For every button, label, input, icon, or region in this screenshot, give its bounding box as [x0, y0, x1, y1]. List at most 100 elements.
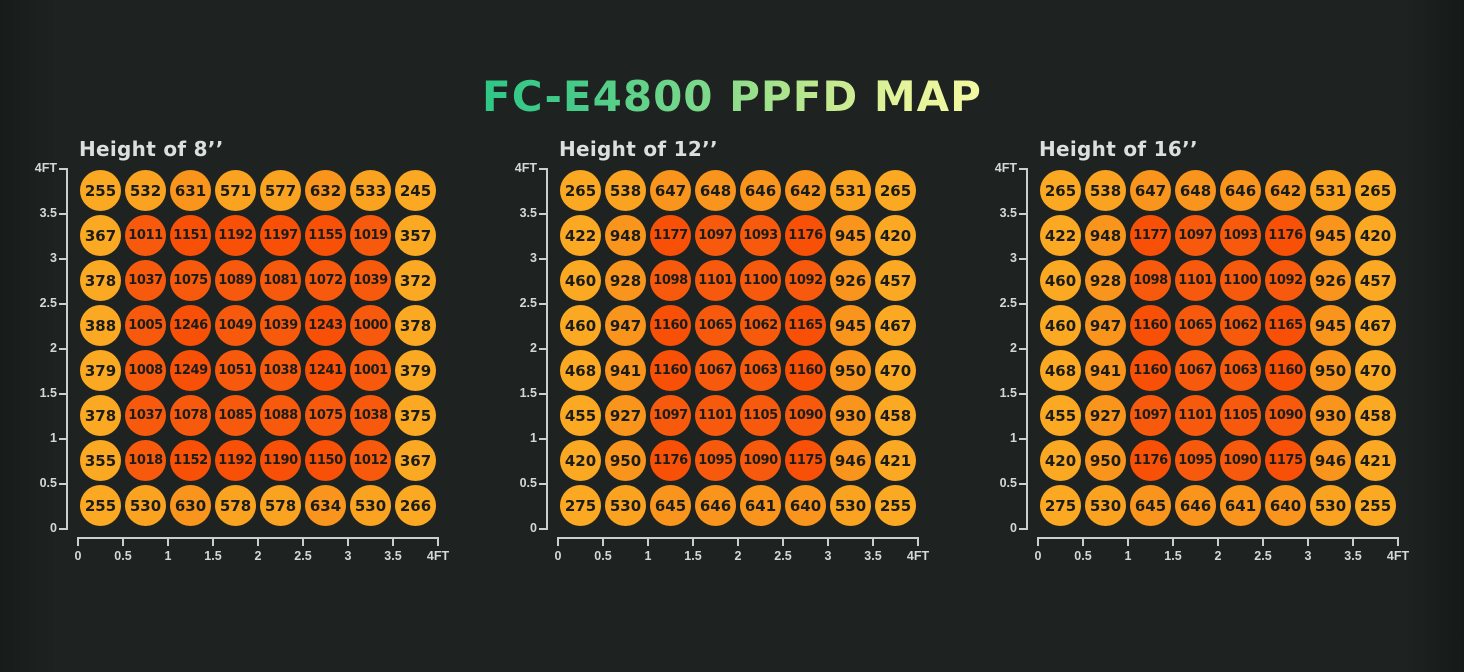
x-axis-label: 2.5: [774, 549, 792, 563]
ppfd-cell: 1018: [125, 440, 166, 481]
x-axis-label: 1.5: [1164, 549, 1182, 563]
ppfd-cell: 648: [1175, 170, 1216, 211]
ppfd-cell: 930: [830, 395, 871, 436]
ppfd-cell: 1063: [740, 350, 781, 391]
ppfd-cell: 1072: [305, 260, 346, 301]
y-axis-tick: [539, 483, 546, 485]
ppfd-cell: 631: [170, 170, 211, 211]
x-axis-tick: [437, 539, 439, 546]
y-axis-label: 2: [530, 341, 537, 355]
x-axis-label: 1: [644, 549, 652, 563]
y-axis-label: 1: [1010, 431, 1017, 445]
x-axis-tick: [122, 539, 124, 546]
ppfd-cell: 420: [875, 215, 916, 256]
ppfd-grid: 265 538 647 648 646 642 531 265 422 948 1177 1097 10…: [558, 168, 918, 528]
ppfd-cell: 1175: [785, 440, 826, 481]
ppfd-cell: 1176: [650, 440, 691, 481]
ppfd-cell: 245: [395, 170, 436, 211]
ppfd-cell: 641: [740, 485, 781, 526]
ppfd-cell: 928: [605, 260, 646, 301]
ppfd-cell: 946: [830, 440, 871, 481]
ppfd-cell: 420: [1355, 215, 1396, 256]
ppfd-cell: 1160: [650, 350, 691, 391]
y-axis-tick: [539, 258, 546, 260]
y-axis-tick: [59, 438, 66, 440]
y-axis-tick: [539, 348, 546, 350]
ppfd-cell: 275: [1040, 485, 1081, 526]
ppfd-cell: 468: [560, 350, 601, 391]
ppfd-cell: 1105: [1220, 395, 1261, 436]
y-axis-line: [546, 168, 548, 530]
x-axis-tick: [302, 539, 304, 546]
ppfd-cell: 1092: [1265, 260, 1306, 301]
y-axis-tick: [1019, 483, 1026, 485]
ppfd-cell: 1019: [350, 215, 391, 256]
x-axis-tick: [1262, 539, 1264, 546]
x-axis-label: 3.5: [864, 549, 882, 563]
ppfd-cell: 1152: [170, 440, 211, 481]
ppfd-cell: 1097: [695, 215, 736, 256]
y-axis-tick: [1019, 303, 1026, 305]
ppfd-cell: 640: [785, 485, 826, 526]
ppfd-cell: 945: [830, 305, 871, 346]
ppfd-cell: 1095: [1175, 440, 1216, 481]
ppfd-cell: 1101: [695, 260, 736, 301]
y-axis-label: 3: [50, 251, 57, 265]
ppfd-cell: 538: [605, 170, 646, 211]
ppfd-cell: 265: [1355, 170, 1396, 211]
x-axis-label: 3: [344, 549, 352, 563]
ppfd-cell: 1097: [650, 395, 691, 436]
ppfd-cell: 255: [875, 485, 916, 526]
y-axis-label: 0.5: [519, 476, 537, 490]
ppfd-cell: 946: [1310, 440, 1351, 481]
y-axis-tick: [59, 303, 66, 305]
x-axis-tick: [557, 539, 559, 546]
y-axis-label: 2.5: [39, 296, 57, 310]
ppfd-cell: 421: [875, 440, 916, 481]
ppfd-cell: 646: [695, 485, 736, 526]
ppfd-cell: 1165: [785, 305, 826, 346]
y-axis-label: 2.5: [999, 296, 1017, 310]
ppfd-cell: 460: [560, 260, 601, 301]
x-axis-label: 3.5: [384, 549, 402, 563]
ppfd-cell: 1100: [740, 260, 781, 301]
ppfd-cell: 460: [1040, 260, 1081, 301]
ppfd-cell: 1075: [305, 395, 346, 436]
x-axis-tick: [1217, 539, 1219, 546]
ppfd-cell: 941: [1085, 350, 1126, 391]
y-axis-label: 3: [530, 251, 537, 265]
ppfd-cell: 1192: [215, 440, 256, 481]
ppfd-cell: 1243: [305, 305, 346, 346]
x-axis-label: 0: [1034, 549, 1042, 563]
ppfd-cell: 421: [1355, 440, 1396, 481]
x-axis-label: 0.5: [594, 549, 612, 563]
ppfd-cell: 1160: [1130, 350, 1171, 391]
ppfd-cell: 1160: [785, 350, 826, 391]
ppfd-cell: 1062: [1220, 305, 1261, 346]
ppfd-cell: 467: [875, 305, 916, 346]
x-axis-tick: [1352, 539, 1354, 546]
ppfd-cell: 1093: [740, 215, 781, 256]
ppfd-cell: 367: [395, 440, 436, 481]
ppfd-cell: 1000: [350, 305, 391, 346]
ppfd-cell: 1090: [740, 440, 781, 481]
ppfd-cell: 1160: [650, 305, 691, 346]
ppfd-cell: 930: [1310, 395, 1351, 436]
y-axis-tick: [1019, 213, 1026, 215]
ppfd-cell: 646: [1175, 485, 1216, 526]
y-axis-label: 0.5: [39, 476, 57, 490]
chart-subtitle: Height of 12’’: [559, 137, 718, 161]
ppfd-cell: 926: [1310, 260, 1351, 301]
x-axis-tick: [1397, 539, 1399, 546]
x-axis-tick: [782, 539, 784, 546]
ppfd-grid: 265 538 647 648 646 642 531 265 422 948 1177 1097 10…: [1038, 168, 1398, 528]
ppfd-cell: 945: [830, 215, 871, 256]
ppfd-cell: 275: [560, 485, 601, 526]
ppfd-cell: 646: [1220, 170, 1261, 211]
ppfd-cell: 571: [215, 170, 256, 211]
ppfd-cell: 1090: [785, 395, 826, 436]
ppfd-cell: 645: [650, 485, 691, 526]
y-axis-tick: [59, 168, 66, 170]
ppfd-cell: 632: [305, 170, 346, 211]
x-axis-label: 2: [254, 549, 262, 563]
